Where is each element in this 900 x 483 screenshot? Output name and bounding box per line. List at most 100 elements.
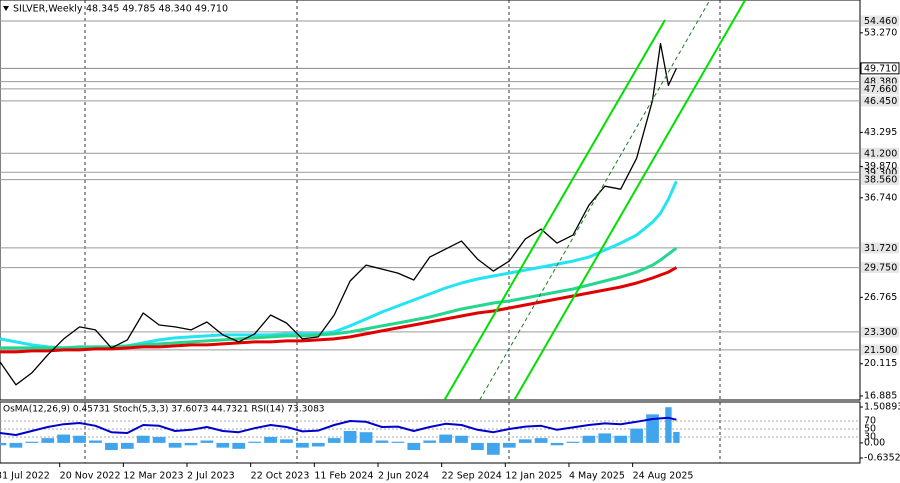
osma-bar [152,436,166,443]
osma-bar [455,435,468,443]
x-tick-label: 31 Jul 2022 [0,471,50,482]
osma-bar [471,442,484,451]
level-box [861,166,899,178]
level-label: 38.560 [864,175,897,186]
level-box [861,83,899,95]
osma-bar [0,442,7,446]
osma-bar [57,434,71,443]
y-tick-label: 39.870 [864,161,897,172]
level-box [861,15,899,27]
osma-bar [120,442,134,449]
level-box [861,326,899,338]
osma-bar [614,435,628,443]
level-label: 23.300 [864,327,897,338]
osma-bar [391,441,405,443]
price-line [0,42,677,386]
level-label: 39.300 [864,167,897,178]
osma-bar [296,442,309,448]
osma-bar [550,442,564,446]
channel-line [513,0,747,400]
level-label: 46.450 [864,96,897,107]
level-box [861,344,899,356]
y2-tick-label: 50 [864,424,876,435]
y-tick-label: 20.115 [864,358,897,369]
osma-bar [168,442,182,448]
level-box [861,76,899,88]
chart-title: SILVER,Weekly [13,4,83,15]
sub-frame [0,401,861,464]
channel-line [443,19,666,400]
x-tick-label: 22 Sep 2024 [442,471,502,482]
level-label: 47.660 [864,84,897,95]
osma-bar [73,435,86,443]
y-tick-label: 16.885 [864,390,897,401]
level-label: 21.500 [864,345,897,356]
osma-bar [582,435,596,443]
osma-bar [311,442,325,447]
level-label: 41.200 [864,148,897,159]
osma-bar [25,441,39,443]
current-price-box [860,62,900,75]
osma-bar [487,442,500,455]
x-tick-label: 4 May 2025 [569,471,625,482]
x-tick-label: 2 Jul 2023 [187,471,235,482]
x-tick-label: 11 Feb 2024 [314,471,373,482]
osma-bar [423,440,437,443]
osma-bar [407,442,421,451]
level-box [861,174,899,186]
separators [84,0,721,463]
osma-bar [105,442,118,451]
osma-bar [534,438,548,443]
level-label: 49.710 [864,63,897,74]
level-label: 54.460 [864,16,897,27]
sub-plot [0,407,860,455]
osma-bar [216,442,230,448]
main-plot [0,0,860,400]
level-label: 48.380 [864,77,897,88]
x-tick-label: 12 Mar 2023 [123,471,183,482]
y-tick-label: -0.63522 [864,452,900,463]
x-tick-label: 12 Jan 2025 [505,471,562,482]
menu-icon[interactable] [3,6,9,11]
x-tick-label: 20 Nov 2022 [60,471,121,482]
y2-tick-label: 30 [864,432,876,443]
x-tick-label: 22 Oct 2023 [251,471,310,482]
osma-bar [9,442,23,448]
moving-average [0,246,678,350]
osma-bar [566,441,580,443]
y-tick-label: 0.00 [864,437,885,448]
osma-bar [280,439,293,443]
osma-bar [248,441,262,443]
rsi-line [0,416,677,436]
level-box [861,95,899,107]
level-label: 29.750 [864,263,897,274]
level-box [861,262,899,274]
level-box [861,147,899,159]
main-frame [0,0,861,401]
osma-bar [598,433,612,443]
osma-bar [646,414,659,443]
level-label: 31.720 [864,243,897,254]
osma-bar [343,430,357,443]
osma-bar [184,442,198,446]
moving-average [0,266,678,354]
osma-bar [665,407,672,443]
y-tick-label: 1.50893 [864,401,900,412]
osma-bar [264,436,277,443]
osma-bar [502,442,516,448]
osma-bar [375,440,389,443]
osma-bar [673,431,680,443]
osma-bar [327,438,341,443]
osma-bar [518,439,532,443]
indicator-title: OsMA(12,26,9) 0.45731 Stoch(5,3,3) 37.60… [3,405,325,415]
y-tick-label: 26.765 [864,292,897,303]
x-tick-label: 2 Jun 2024 [378,471,429,482]
ohlc-text: 48.345 49.785 48.340 49.710 [86,4,228,15]
osma-bar [41,438,55,443]
x-tick-label: 24 Aug 2025 [633,471,694,482]
osma-bar [439,434,452,443]
y-tick-label: 36.740 [864,192,897,203]
